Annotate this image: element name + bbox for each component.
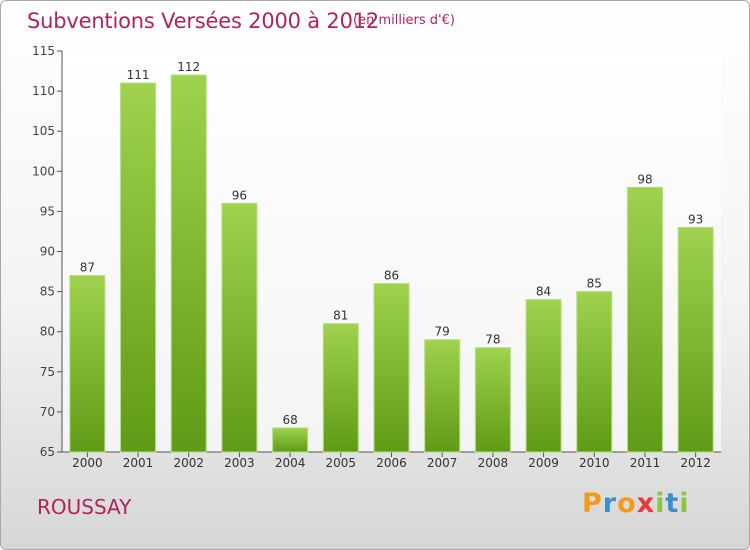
logo-letter: t bbox=[665, 488, 680, 519]
y-tick-label: 80 bbox=[40, 325, 55, 339]
logo-letter: o bbox=[617, 488, 637, 519]
x-tick-label: 2011 bbox=[630, 456, 661, 470]
bar bbox=[373, 283, 410, 453]
data-label: 93 bbox=[688, 212, 703, 226]
bar bbox=[69, 275, 106, 453]
y-tick-label: 75 bbox=[40, 365, 55, 379]
bar bbox=[474, 347, 511, 453]
data-label: 81 bbox=[333, 309, 348, 323]
x-tick-label: 2002 bbox=[173, 456, 204, 470]
logo-letter: x bbox=[636, 488, 656, 519]
bar bbox=[525, 299, 562, 453]
x-tick-label: 2000 bbox=[72, 456, 103, 470]
y-tick-label: 70 bbox=[40, 405, 55, 419]
bar bbox=[120, 82, 157, 453]
x-tick-label: 2009 bbox=[528, 456, 559, 470]
bar bbox=[576, 291, 613, 453]
proxiti-logo: Proxiti bbox=[582, 488, 690, 519]
x-tick-label: 2004 bbox=[275, 456, 306, 470]
bar bbox=[626, 186, 663, 453]
data-label: 98 bbox=[637, 172, 652, 186]
chart-subtitle: (en milliers d'€) bbox=[353, 13, 455, 28]
x-tick-label: 2005 bbox=[326, 456, 357, 470]
y-tick-label: 65 bbox=[40, 445, 55, 459]
y-tick-label: 95 bbox=[40, 204, 55, 218]
commune-name: ROUSSAY bbox=[37, 495, 132, 519]
bar bbox=[677, 226, 714, 453]
bar bbox=[424, 339, 461, 453]
data-label: 96 bbox=[232, 188, 247, 202]
logo-letter: r bbox=[602, 488, 618, 519]
logo-letter: i bbox=[655, 488, 666, 519]
y-tick-label: 115 bbox=[32, 44, 55, 58]
x-tick-label: 2001 bbox=[123, 456, 154, 470]
x-tick-label: 2006 bbox=[376, 456, 407, 470]
data-label: 79 bbox=[435, 325, 450, 339]
x-tick-label: 2010 bbox=[579, 456, 610, 470]
y-tick-label: 105 bbox=[32, 124, 55, 138]
bar bbox=[322, 323, 359, 453]
y-tick-label: 85 bbox=[40, 285, 55, 299]
bar bbox=[272, 427, 309, 453]
data-label: 112 bbox=[177, 60, 200, 74]
bar bbox=[170, 74, 207, 453]
chart-title: Subventions Versées 2000 à 2012 bbox=[27, 9, 380, 33]
y-tick-label: 90 bbox=[40, 245, 55, 259]
bar bbox=[221, 202, 258, 453]
data-label: 68 bbox=[282, 413, 297, 427]
data-label: 84 bbox=[536, 285, 551, 299]
x-tick-label: 2003 bbox=[224, 456, 255, 470]
logo-letter: i bbox=[679, 488, 690, 519]
data-label: 87 bbox=[80, 261, 95, 275]
data-label: 111 bbox=[127, 68, 150, 82]
x-tick-label: 2007 bbox=[427, 456, 458, 470]
x-tick-label: 2012 bbox=[680, 456, 711, 470]
logo-letter: P bbox=[582, 488, 603, 519]
y-tick-label: 100 bbox=[32, 164, 55, 178]
data-label: 86 bbox=[384, 269, 399, 283]
data-label: 85 bbox=[587, 277, 602, 291]
data-label: 78 bbox=[485, 333, 500, 347]
x-tick-label: 2008 bbox=[478, 456, 509, 470]
y-tick-label: 110 bbox=[32, 84, 55, 98]
